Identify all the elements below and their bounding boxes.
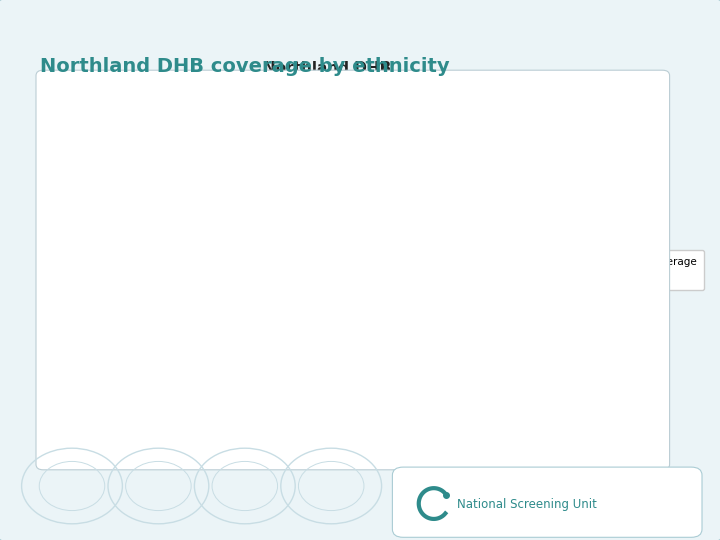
Text: Northland DHB: Northland DHB: [264, 60, 392, 76]
Legend: 3 year coverage, Target: 3 year coverage, Target: [581, 250, 704, 290]
Text: 3 year coverage for cervical screening for women aged 25-69 years, March 2015: 3 year coverage for cervical screening f…: [102, 88, 554, 98]
Bar: [248, 262, 295, 432]
Bar: [137, 226, 184, 432]
Text: Northland DHB coverage by ethnicity: Northland DHB coverage by ethnicity: [40, 57, 449, 76]
Text: National Screening Unit: National Screening Unit: [457, 498, 597, 511]
Bar: [472, 181, 518, 432]
Bar: [360, 252, 407, 432]
